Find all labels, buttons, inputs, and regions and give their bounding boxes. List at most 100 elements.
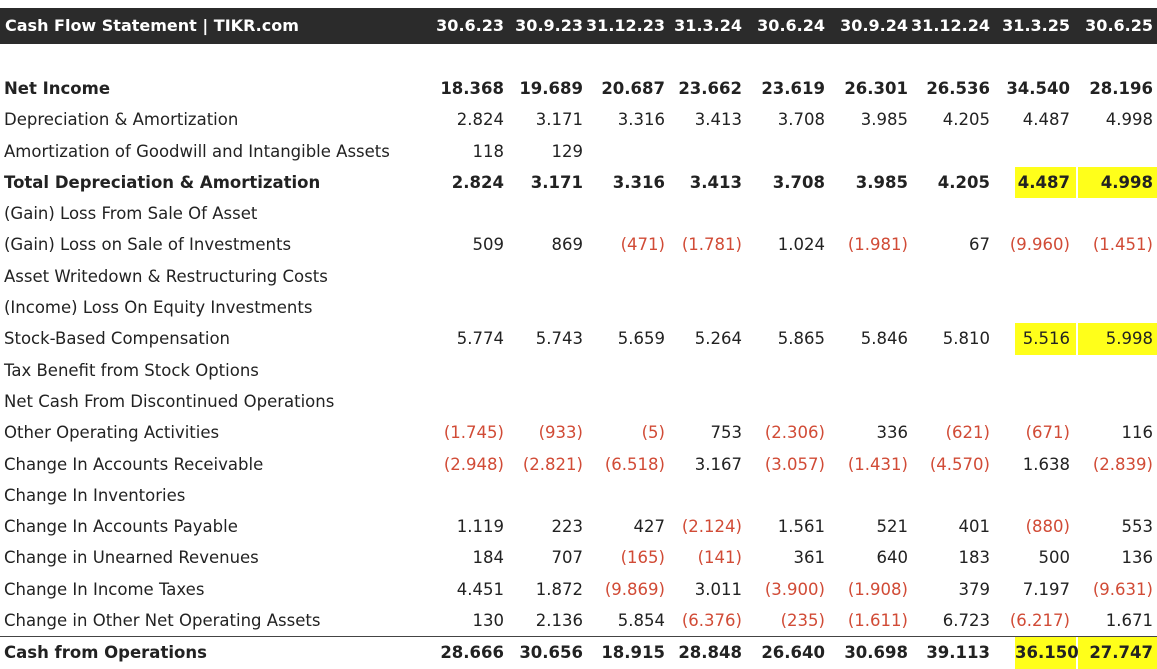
value-cell: 4.487 [1015, 166, 1076, 199]
table-row: Change In Accounts Payable 1.119 223 427 (2.… [0, 511, 1157, 542]
table-row: Change in Unearned Revenues 184 707 (165) (1… [0, 542, 1157, 573]
value-cell: (5) [641, 423, 665, 443]
value-cell: 521 [876, 517, 909, 537]
value-cell: 4.998 [1078, 166, 1157, 199]
value-cell: 39.113 [926, 643, 990, 663]
value-cell: (6.518) [604, 454, 665, 474]
table-row: Stock-Based Compensation 5.774 5.743 5.659 5… [0, 323, 1157, 355]
period-header: 30.6.24 [757, 16, 825, 35]
value-cell: (3.057) [764, 454, 825, 474]
value-cell: (9.960) [1009, 235, 1070, 255]
value-cell: 4.205 [937, 172, 990, 192]
value-cell: (9.869) [604, 579, 665, 599]
value-cell: 2.824 [456, 110, 504, 130]
value-cell: 1.638 [1022, 454, 1070, 474]
value-cell: 26.536 [926, 79, 990, 98]
table-row: Total Depreciation & Amortization 2.824 3.… [0, 166, 1157, 199]
value-cell: 5.810 [942, 329, 990, 349]
value-cell: 427 [633, 517, 666, 537]
value-cell: 183 [958, 548, 991, 568]
table-row: Change In Accounts Receivable (2.948) (2.8… [0, 449, 1157, 480]
period-header: 30.9.23 [515, 16, 583, 35]
row-label: Change In Accounts Receivable [4, 454, 264, 474]
value-cell: 4.205 [942, 110, 990, 130]
table-row: Depreciation & Amortization 2.824 3.171 3.3… [0, 104, 1157, 135]
value-cell: 28.848 [678, 643, 742, 663]
value-cell: 118 [472, 141, 505, 161]
value-cell: 34.540 [1006, 79, 1070, 98]
value-cell: 184 [472, 548, 505, 568]
value-cell: 18.915 [601, 643, 665, 663]
value-cell: 401 [958, 517, 991, 537]
value-cell: 4.998 [1105, 110, 1153, 130]
table-row: Amortization of Goodwill and Intangible … [0, 136, 1157, 167]
value-cell: 19.689 [519, 79, 583, 98]
value-cell: 5.659 [617, 329, 665, 349]
value-cell: 26.301 [844, 79, 908, 98]
row-label: Change In Accounts Payable [4, 517, 238, 537]
value-cell: 869 [551, 235, 584, 255]
period-header: 31.3.25 [1002, 16, 1070, 35]
value-cell: 500 [1038, 548, 1071, 568]
value-cell: 3.171 [535, 110, 583, 130]
table-row: Change in Other Net Operating Assets 130 2… [0, 605, 1157, 636]
period-header: 30.6.25 [1085, 16, 1153, 35]
value-cell: 5.516 [1015, 323, 1076, 355]
value-cell: 116 [1121, 423, 1154, 443]
table-body: Net Income 18.368 19.689 20.687 23.662 23.619… [0, 73, 1157, 669]
value-cell: 5.998 [1078, 323, 1157, 355]
value-cell: 3.413 [689, 172, 742, 192]
value-cell: 23.662 [678, 79, 742, 98]
value-cell: (933) [538, 423, 583, 443]
value-cell: 5.854 [617, 611, 665, 631]
value-cell: (235) [780, 611, 825, 631]
value-cell: 3.171 [530, 172, 583, 192]
table-row: Change In Income Taxes 4.451 1.872 (9.869) 3… [0, 574, 1157, 605]
value-cell: 130 [472, 611, 505, 631]
value-cell: 4.451 [456, 579, 504, 599]
value-cell: 3.413 [694, 110, 742, 130]
value-cell: (1.908) [847, 579, 908, 599]
value-cell: 3.316 [617, 110, 665, 130]
value-cell: (4.570) [929, 454, 990, 474]
period-header: 30.6.23 [436, 16, 504, 35]
value-cell: 5.865 [777, 329, 825, 349]
value-cell: 30.698 [844, 643, 908, 663]
value-cell: 5.264 [694, 329, 742, 349]
value-cell: 5.743 [535, 329, 583, 349]
value-cell: 3.985 [860, 110, 908, 130]
value-cell: (621) [945, 423, 990, 443]
table-row: Asset Writedown & Restructuring Costs [0, 261, 1157, 292]
value-cell: 3.708 [777, 110, 825, 130]
row-label: Net Cash From Discontinued Operations [4, 391, 335, 411]
row-label: Depreciation & Amortization [4, 110, 239, 130]
value-cell: 30.656 [519, 643, 583, 663]
value-cell: 67 [969, 235, 990, 255]
period-header: 31.3.24 [674, 16, 742, 35]
table-row: (Gain) Loss on Sale of Investments 509 869… [0, 229, 1157, 260]
value-cell: 129 [551, 141, 584, 161]
value-cell: 707 [551, 548, 584, 568]
row-label: Change in Other Net Operating Assets [4, 611, 321, 631]
value-cell: 223 [551, 517, 584, 537]
table-row: Change In Inventories [0, 480, 1157, 511]
value-cell: 5.774 [456, 329, 504, 349]
value-cell: (2.948) [443, 454, 504, 474]
row-label: Amortization of Goodwill and Intangible … [4, 141, 390, 161]
table-title: Cash Flow Statement | TIKR.com [5, 16, 299, 35]
value-cell: 3.985 [855, 172, 908, 192]
table-header: Cash Flow Statement | TIKR.com 30.6.23 3… [0, 8, 1157, 44]
period-header: 31.12.23 [586, 16, 665, 35]
value-cell: 136 [1121, 548, 1154, 568]
value-cell: 28.666 [440, 643, 504, 663]
value-cell: 553 [1121, 517, 1154, 537]
value-cell: 3.167 [694, 454, 742, 474]
value-cell: 1.119 [456, 517, 504, 537]
value-cell: (880) [1025, 517, 1070, 537]
value-cell: (2.821) [522, 454, 583, 474]
value-cell: 509 [472, 235, 505, 255]
value-cell: 336 [876, 423, 909, 443]
row-label: Asset Writedown & Restructuring Costs [4, 266, 328, 286]
row-label: Other Operating Activities [4, 423, 220, 443]
value-cell: 1.024 [777, 235, 825, 255]
